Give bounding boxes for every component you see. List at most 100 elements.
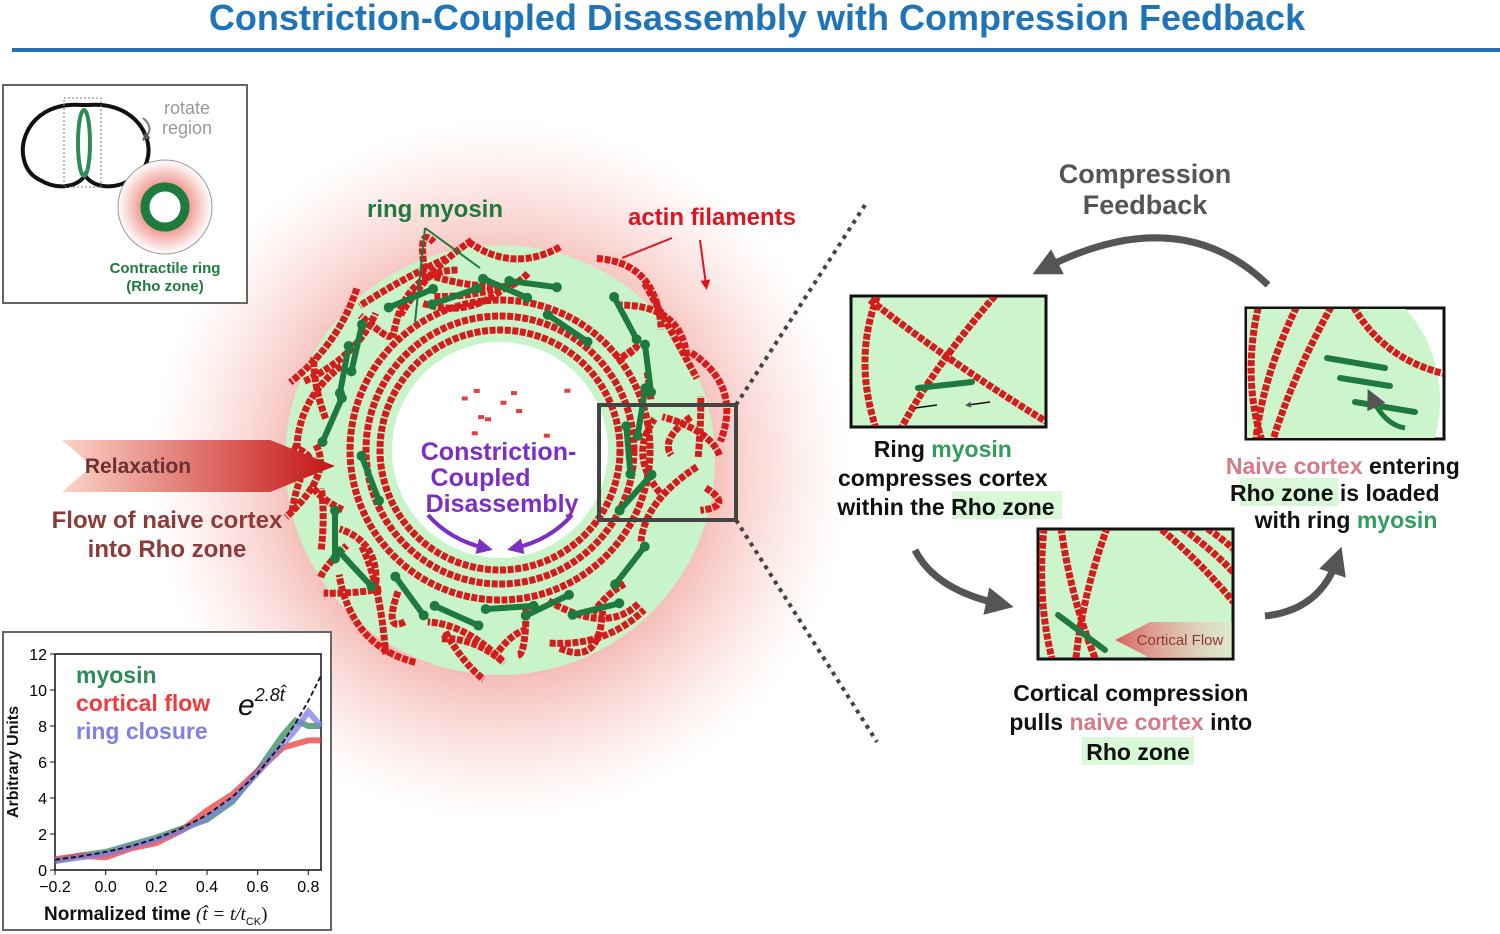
filament	[466, 238, 562, 263]
legend-entry: cortical flow	[76, 690, 210, 716]
relaxation-arrow	[62, 440, 335, 492]
y-tick-label: 10	[29, 683, 47, 700]
pointer	[621, 237, 706, 285]
highlight	[952, 491, 1062, 519]
relaxation-label: Relaxation	[85, 455, 191, 478]
arrow	[426, 513, 493, 555]
cycle-arrow	[1264, 546, 1346, 620]
myosin-head	[614, 598, 625, 609]
myosin-head	[383, 302, 394, 313]
myosin-head	[520, 610, 531, 621]
myosin-head	[639, 339, 650, 350]
series-line	[54, 675, 322, 861]
myosin	[1055, 612, 1108, 653]
myosin	[623, 423, 634, 478]
x-tick-label: 0.0	[95, 879, 117, 896]
pointer	[414, 227, 481, 323]
ring-filament	[362, 312, 638, 588]
ring-side	[76, 108, 92, 178]
y-tick-label: 6	[38, 755, 47, 772]
x-tick-label: 0.8	[297, 879, 319, 896]
myosin-head	[418, 610, 429, 621]
y-tick-label: 2	[38, 827, 47, 844]
myosin	[385, 285, 437, 311]
myosin-head	[330, 505, 341, 516]
myosin-head	[522, 292, 533, 303]
myosin	[915, 379, 975, 391]
myosin-head	[621, 421, 632, 432]
myosin-head	[582, 336, 593, 347]
chart: 0 2 4 6 8 10 12 −0.2 0.0 0.2 0.4 0.6 0.8 myosincortic…	[29, 647, 324, 896]
title: Constriction-Coupled Disassembly with Co…	[209, 0, 1306, 38]
filament	[867, 297, 1045, 426]
ring-lumen	[392, 342, 608, 558]
myosin	[336, 343, 352, 397]
y-tick-label: 4	[38, 791, 47, 808]
myosin-head	[373, 495, 384, 506]
zoom-line	[734, 203, 867, 407]
x-axis-label: Normalized time (t̂ = t/tCK)	[44, 904, 267, 928]
step2-caption: Cortical compression pulls naive cortex …	[1009, 680, 1258, 765]
flow-arrow	[1115, 622, 1232, 658]
filament	[661, 413, 723, 457]
flow-label: Flow of naive cortex into Rho zone	[52, 507, 283, 563]
filament	[596, 254, 665, 330]
filament	[335, 574, 417, 666]
y-tick-label: 8	[38, 719, 47, 736]
legend-entry: ring closure	[76, 718, 208, 744]
cycle-arrow	[911, 548, 1014, 615]
myosin	[392, 573, 427, 619]
filament	[419, 268, 490, 290]
myosin-head	[610, 579, 621, 590]
myosin	[522, 591, 572, 619]
myosin-head	[646, 469, 657, 480]
filament	[338, 525, 380, 584]
filament	[1252, 309, 1300, 438]
filament	[358, 545, 390, 655]
panel-3	[1244, 306, 1446, 441]
filament	[357, 312, 394, 340]
myosin-head	[478, 273, 489, 284]
fragment	[484, 417, 491, 422]
filament	[1039, 530, 1056, 658]
myosin-head	[640, 383, 651, 394]
fragment	[473, 388, 480, 393]
fragment	[461, 396, 468, 401]
x-tick-label: 0.4	[196, 879, 218, 896]
myosin-head	[346, 366, 357, 377]
filament	[317, 487, 327, 550]
ring-filament	[376, 326, 624, 574]
myosin	[616, 471, 655, 514]
highlight	[1240, 478, 1338, 506]
filament	[357, 255, 449, 309]
myosin	[611, 293, 640, 343]
highlight	[1082, 737, 1194, 765]
myosin-head	[625, 469, 636, 480]
filament	[1269, 309, 1335, 438]
filament	[1178, 530, 1232, 577]
chart-box	[2, 631, 332, 931]
step3-caption: Naive cortex entering Rho zone is loaded…	[1226, 453, 1466, 533]
filament	[615, 343, 640, 364]
myosin	[358, 452, 382, 504]
fragment	[564, 388, 571, 393]
myosin-head	[357, 319, 368, 330]
myosin	[506, 277, 560, 291]
filament	[861, 297, 882, 426]
filament	[442, 630, 486, 683]
series-line	[54, 737, 321, 863]
arrow	[1367, 388, 1406, 431]
filament	[699, 484, 723, 514]
panel-1	[849, 294, 1048, 429]
myosin-head	[528, 600, 539, 611]
filament	[689, 349, 731, 443]
legend-entry: myosin	[76, 662, 157, 688]
y-axis-label: Arbitrary Units	[5, 706, 22, 818]
myosin	[348, 321, 366, 375]
filament	[293, 362, 344, 449]
filament	[288, 287, 361, 386]
filament	[618, 301, 691, 357]
panel-2: Cortical Flow	[1036, 527, 1235, 661]
myosin-head	[317, 437, 328, 448]
